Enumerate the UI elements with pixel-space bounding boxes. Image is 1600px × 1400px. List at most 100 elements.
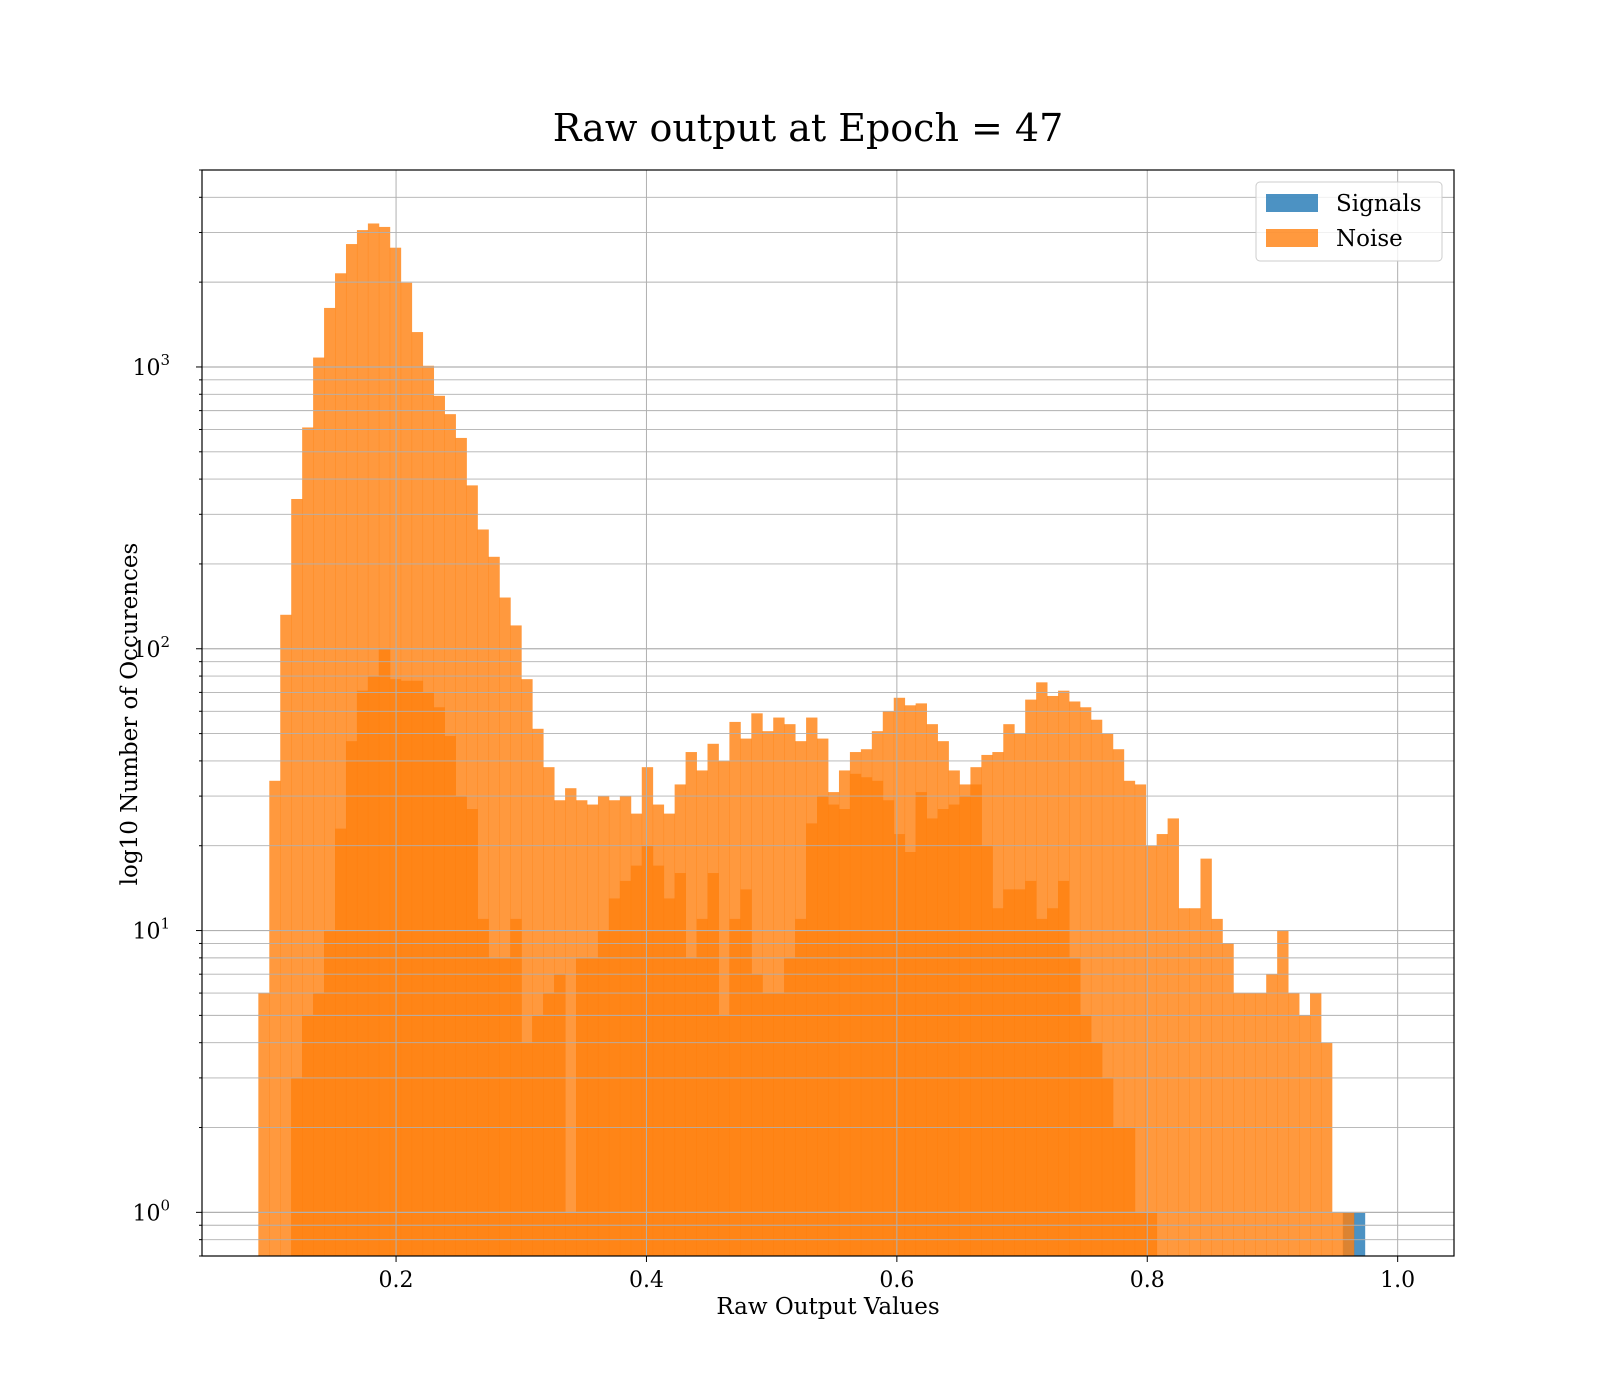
- bar: [762, 993, 774, 1256]
- bar: [641, 845, 654, 1256]
- bar: [1277, 930, 1289, 1256]
- bar: [926, 724, 938, 1256]
- bar: [1299, 1015, 1311, 1256]
- y-axis-label: log10 Number of Occurences: [117, 543, 143, 886]
- bar: [1036, 918, 1048, 1256]
- bar: [1189, 908, 1201, 1256]
- bar: [685, 957, 697, 1256]
- bar: [1353, 1212, 1366, 1256]
- bar: [1211, 918, 1223, 1256]
- x-tick-label: 0.4: [629, 1268, 664, 1293]
- bar: [1342, 1212, 1355, 1256]
- bar: [532, 1015, 544, 1256]
- bar: [773, 717, 785, 1256]
- bar: [882, 711, 895, 1256]
- bar: [1178, 908, 1190, 1256]
- bar: [959, 784, 971, 1256]
- bar: [345, 741, 358, 1256]
- bar: [707, 873, 719, 1256]
- bar: [1255, 993, 1267, 1256]
- bar: [1288, 993, 1300, 1256]
- bar: [302, 427, 314, 1257]
- bar: [554, 974, 566, 1256]
- bar: [477, 918, 489, 1256]
- bar: [400, 680, 413, 1256]
- bar: [1101, 733, 1114, 1256]
- bar: [871, 731, 884, 1256]
- bar: [1145, 845, 1158, 1256]
- bar: [455, 796, 467, 1256]
- bar: [521, 1042, 533, 1256]
- bar: [630, 865, 643, 1256]
- bar: [1090, 719, 1103, 1256]
- bar: [1079, 1015, 1092, 1256]
- y-tick-label: 102: [132, 633, 170, 663]
- bar: [1167, 818, 1179, 1256]
- bar: [378, 648, 391, 1256]
- bar: [1320, 1042, 1333, 1256]
- bar: [663, 898, 676, 1256]
- bar: [1112, 1127, 1125, 1256]
- x-axis-label: Raw Output Values: [716, 1294, 939, 1320]
- bar: [1222, 943, 1234, 1256]
- bar: [313, 357, 325, 1256]
- bar: [291, 498, 303, 1256]
- bar: [1112, 749, 1125, 1256]
- bar: [904, 705, 917, 1256]
- bar: [488, 556, 500, 1256]
- legend-swatch-signals: [1266, 194, 1318, 212]
- bar: [335, 273, 347, 1256]
- bar: [499, 597, 511, 1256]
- bar: [1123, 1127, 1136, 1256]
- bar: [696, 918, 708, 1256]
- bar: [751, 974, 763, 1256]
- bar: [269, 780, 281, 1256]
- bar: [1200, 858, 1212, 1256]
- bar: [488, 957, 500, 1256]
- bar: [937, 741, 949, 1256]
- bar: [389, 679, 402, 1256]
- bar: [828, 792, 840, 1256]
- bar: [1090, 1042, 1103, 1256]
- x-tick-label: 0.6: [879, 1268, 914, 1293]
- bar: [543, 993, 555, 1256]
- bar: [893, 697, 906, 1256]
- bar: [597, 930, 610, 1256]
- bar: [860, 749, 873, 1256]
- y-tick-label: 101: [132, 915, 170, 945]
- bar: [838, 770, 851, 1256]
- bar: [411, 680, 424, 1256]
- bar: [324, 930, 336, 1256]
- bar: [291, 1077, 303, 1256]
- bar: [1003, 889, 1015, 1256]
- bar: [1123, 780, 1136, 1256]
- bar: [674, 873, 686, 1256]
- bar: [849, 752, 862, 1256]
- bar: [565, 788, 577, 1256]
- bar: [817, 796, 829, 1256]
- bar: [729, 918, 741, 1256]
- bar: [773, 993, 785, 1256]
- bar: [1156, 834, 1168, 1256]
- bar: [477, 529, 489, 1256]
- bar: [433, 707, 445, 1256]
- bar: [356, 690, 369, 1256]
- bar: [1331, 1212, 1344, 1256]
- plot-area: 0.2 0.4 0.6 0.8 1.0 100 101 102 103: [132, 169, 1455, 1293]
- bar: [521, 679, 533, 1256]
- bar: [1244, 993, 1256, 1256]
- bar: [586, 957, 599, 1256]
- chart-title: Raw output at Epoch = 47: [553, 106, 1064, 150]
- bar: [565, 1212, 577, 1256]
- bar: [992, 908, 1004, 1256]
- bar: [915, 703, 927, 1256]
- bar: [313, 993, 325, 1256]
- bar: [806, 823, 818, 1256]
- bar: [1069, 957, 1081, 1256]
- bar: [1145, 1212, 1158, 1256]
- bar: [499, 957, 511, 1256]
- bar: [1025, 880, 1037, 1256]
- bar: [784, 957, 796, 1256]
- bar: [367, 676, 380, 1256]
